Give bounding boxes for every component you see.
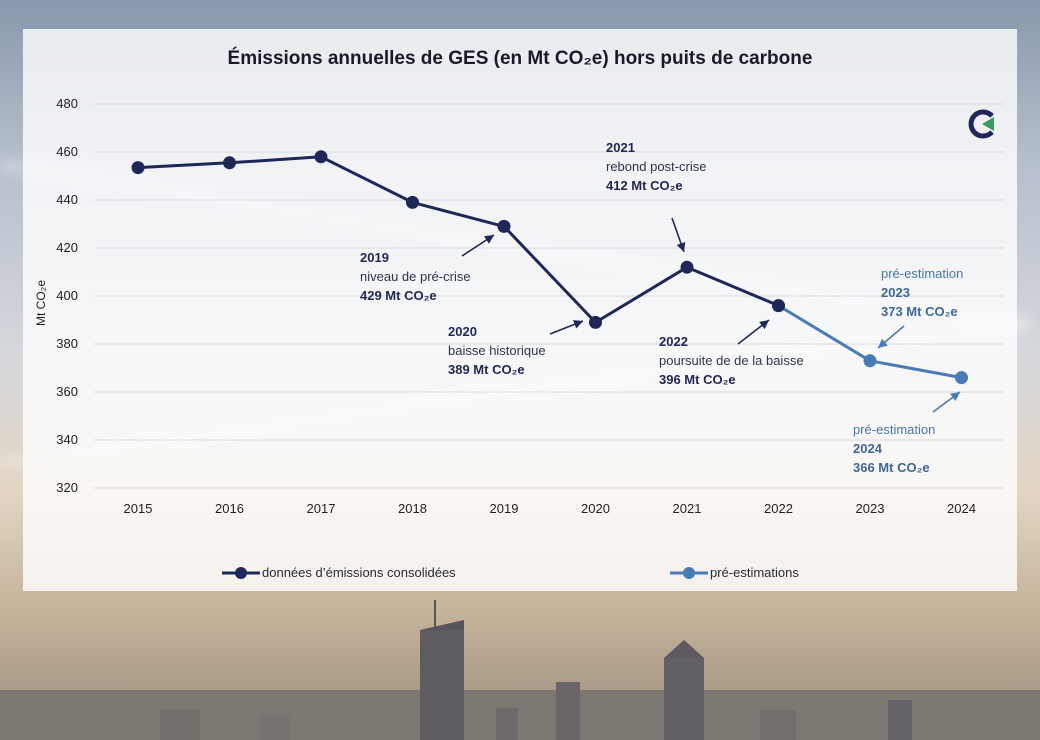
- series-line: [137, 155, 780, 324]
- annotation-2020: 2020 baisse historique 389 Mt CO₂e: [448, 322, 546, 379]
- data-point: [314, 150, 328, 164]
- data-point: [589, 315, 602, 329]
- x-tick-label: 2016: [215, 501, 244, 516]
- logo-icon: [968, 109, 994, 139]
- y-tick-label: 440: [56, 192, 78, 207]
- x-tick-label: 2023: [856, 501, 885, 516]
- annotation-arrowhead: [950, 392, 960, 401]
- annotation-value: 389 Mt CO₂e: [448, 362, 525, 377]
- legend-marker-preestimate: [683, 567, 695, 579]
- x-tick-label: 2022: [764, 501, 793, 516]
- annotation-value: 366 Mt CO₂e: [853, 460, 930, 475]
- x-tick-label: 2019: [490, 501, 519, 516]
- y-tick-label: 360: [56, 384, 78, 399]
- annotation-arrowhead: [572, 320, 583, 329]
- annotation-arrowhead: [878, 338, 888, 348]
- annotation-text: niveau de pré-crise: [360, 269, 471, 284]
- annotation-text: pré-estimation: [881, 266, 964, 281]
- y-tick-label: 400: [56, 288, 78, 303]
- data-point: [406, 195, 419, 209]
- annotation-2019: 2019 niveau de pré-crise 429 Mt CO₂e: [360, 248, 471, 305]
- data-point: [955, 371, 968, 385]
- annotation-text: poursuite de de la baisse: [659, 353, 804, 368]
- annotation-value: 396 Mt CO₂e: [659, 372, 736, 387]
- annotation-2024: pré-estimation 2024 366 Mt CO₂e: [853, 420, 935, 477]
- x-tick-label: 2021: [673, 501, 702, 516]
- y-tick-label: 420: [56, 240, 78, 255]
- data-point: [680, 260, 694, 274]
- annotation-text: pré-estimation: [853, 422, 936, 437]
- chart-card: [23, 29, 1017, 591]
- annotation-year: 2023: [881, 285, 910, 300]
- annotation-2023: pré-estimation 2023 373 Mt CO₂e: [881, 264, 963, 321]
- annotation-year: 2024: [853, 441, 882, 456]
- annotation-2021: 2021 rebond post-crise 412 Mt CO₂e: [606, 138, 706, 195]
- annotation-value: 429 Mt CO₂e: [360, 288, 437, 303]
- annotation-value: 412 Mt CO₂e: [606, 178, 683, 193]
- x-tick-label: 2017: [307, 501, 336, 516]
- annotation-arrowhead: [759, 320, 769, 330]
- legend-label-preestimate: pré-estimations: [710, 565, 799, 580]
- y-tick-label: 460: [56, 144, 78, 159]
- city-skyline: [0, 600, 1040, 740]
- annotation-arrowhead: [676, 242, 686, 252]
- annotation-year: 2020: [448, 324, 477, 339]
- x-tick-label: 2024: [947, 501, 976, 516]
- annotation-arrowhead: [484, 235, 494, 244]
- annotation-year: 2019: [360, 250, 389, 265]
- annotation-value: 373 Mt CO₂e: [881, 304, 958, 319]
- legend-label-consolidated: données d’émissions consolidées: [262, 565, 456, 580]
- chart-title: Émissions annuelles de GES (en Mt CO₂e) …: [227, 48, 813, 69]
- data-point: [772, 299, 785, 313]
- data-point: [863, 354, 877, 368]
- y-tick-label: 320: [56, 480, 78, 495]
- legend-marker-consolidated: [235, 567, 247, 579]
- y-tick-label: 380: [56, 336, 78, 351]
- y-tick-label: 480: [56, 96, 78, 111]
- annotation-year: 2022: [659, 334, 688, 349]
- annotation-year: 2021: [606, 140, 635, 155]
- annotation-text: rebond post-crise: [606, 159, 707, 174]
- y-tick-label: 340: [56, 432, 78, 447]
- x-tick-label: 2018: [398, 501, 427, 516]
- annotation-2022: 2022 poursuite de de la baisse 396 Mt CO…: [659, 332, 804, 389]
- data-point: [497, 219, 511, 233]
- x-tick-label: 2015: [124, 501, 153, 516]
- y-axis-label: Mt CO₂e: [34, 280, 48, 326]
- annotation-text: baisse historique: [448, 343, 546, 358]
- x-tick-label: 2020: [581, 501, 610, 516]
- data-point: [131, 161, 145, 175]
- data-point: [223, 156, 236, 170]
